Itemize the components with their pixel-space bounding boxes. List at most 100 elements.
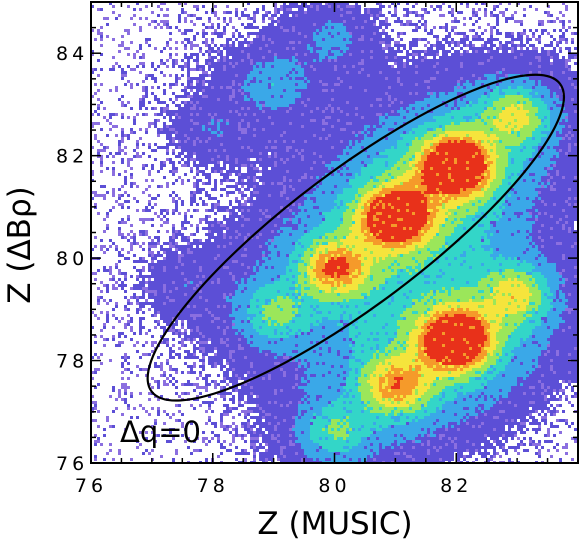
heat-cell — [439, 110, 442, 113]
heat-cell — [298, 65, 301, 68]
heat-cell — [304, 128, 307, 131]
heat-cell — [220, 122, 223, 125]
heat-cell — [280, 92, 283, 95]
heat-cell — [364, 14, 367, 17]
heat-cell — [433, 8, 436, 11]
heat-cell — [271, 44, 274, 47]
heat-cell — [283, 11, 286, 14]
heat-cell — [139, 98, 142, 101]
heat-cell — [211, 104, 214, 107]
heat-cell — [427, 119, 430, 122]
heat-cell — [403, 86, 406, 89]
heat-cell — [214, 86, 217, 89]
heat-cell — [484, 8, 487, 11]
heat-cell — [367, 53, 370, 56]
heat-cell — [142, 53, 145, 56]
heat-cell — [214, 74, 217, 77]
heat-cell — [316, 20, 319, 23]
heat-cell — [370, 38, 373, 41]
heat-cell — [322, 50, 325, 53]
heat-cell — [493, 113, 496, 116]
heat-cell — [475, 128, 478, 131]
heat-cell — [286, 68, 289, 71]
heat-cell — [427, 98, 430, 101]
heat-cell — [262, 107, 265, 110]
heat-cell — [262, 17, 265, 20]
heat-cell — [397, 35, 400, 38]
heat-cell — [499, 47, 502, 50]
heat-cell — [361, 122, 364, 125]
heat-cell — [271, 65, 274, 68]
heat-cell — [295, 41, 298, 44]
heat-cell — [211, 89, 214, 92]
heat-cell — [286, 62, 289, 65]
heat-cell — [262, 125, 265, 128]
heat-cell — [325, 86, 328, 89]
heat-cell — [553, 71, 556, 74]
heat-cell — [307, 119, 310, 122]
heat-cell — [331, 89, 334, 92]
heat-cell — [550, 41, 553, 44]
heat-cell — [316, 77, 319, 80]
heat-cell — [457, 119, 460, 122]
heat-cell — [283, 116, 286, 119]
heat-cell — [424, 62, 427, 65]
heat-cell — [481, 44, 484, 47]
heat-cell — [424, 98, 427, 101]
heat-cell — [322, 32, 325, 35]
heat-cell — [472, 35, 475, 38]
heat-cell — [247, 65, 250, 68]
heat-cell — [391, 38, 394, 41]
heat-cell — [361, 71, 364, 74]
heat-cell — [361, 128, 364, 131]
heat-cell — [514, 44, 517, 47]
heat-cell — [313, 101, 316, 104]
heat-cell — [256, 8, 259, 11]
heat-cell — [472, 44, 475, 47]
heat-cell — [385, 89, 388, 92]
heat-cell — [505, 104, 508, 107]
heat-cell — [286, 56, 289, 59]
heat-cell — [337, 5, 340, 8]
heat-cell — [235, 89, 238, 92]
heat-cell — [244, 71, 247, 74]
heat-cell — [445, 122, 448, 125]
heat-cell — [232, 65, 235, 68]
heat-cell — [313, 68, 316, 71]
heat-cell — [550, 65, 553, 68]
heat-cell — [229, 44, 232, 47]
heat-cell — [562, 128, 565, 131]
heat-cell — [304, 50, 307, 53]
heat-cell — [337, 20, 340, 23]
heat-cell — [403, 74, 406, 77]
heat-cell — [163, 110, 166, 113]
heat-cell — [361, 125, 364, 128]
heat-cell — [349, 80, 352, 83]
heat-cell — [427, 113, 430, 116]
heat-cell — [328, 95, 331, 98]
heat-cell — [493, 74, 496, 77]
heat-cell — [565, 92, 568, 95]
heat-cell — [277, 95, 280, 98]
heat-cell — [409, 47, 412, 50]
heat-cell — [256, 86, 259, 89]
heat-cell — [163, 89, 166, 92]
heat-cell — [388, 56, 391, 59]
heat-cell — [514, 50, 517, 53]
heat-cell — [502, 104, 505, 107]
heat-cell — [463, 110, 466, 113]
heat-cell — [268, 32, 271, 35]
heat-cell — [223, 89, 226, 92]
heat-cell — [187, 128, 190, 131]
heat-cell — [388, 44, 391, 47]
heat-cell — [238, 41, 241, 44]
heat-cell — [361, 38, 364, 41]
heat-cell — [250, 131, 253, 134]
heat-cell — [316, 65, 319, 68]
heat-cell — [154, 107, 157, 110]
heat-cell — [166, 107, 169, 110]
heat-cell — [226, 113, 229, 116]
heat-cell — [199, 74, 202, 77]
heat-cell — [529, 77, 532, 80]
heat-cell — [538, 68, 541, 71]
